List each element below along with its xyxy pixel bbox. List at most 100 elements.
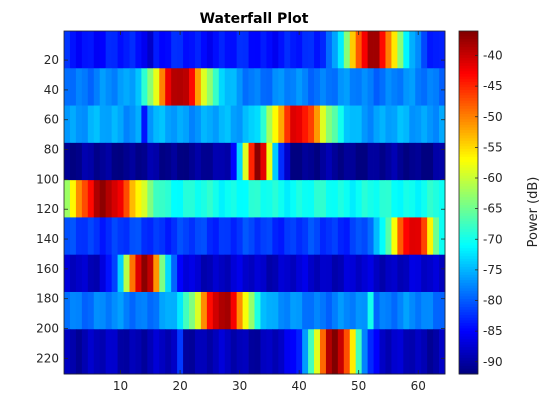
- heatmap-cell: [218, 329, 226, 375]
- heatmap-cell: [135, 31, 142, 69]
- heatmap-cell: [248, 254, 255, 293]
- heatmap-cell: [165, 31, 172, 69]
- colorbar-segment: [459, 31, 478, 35]
- heatmap-cell: [93, 105, 101, 144]
- heatmap-cell: [183, 291, 190, 330]
- heatmap-cell: [403, 291, 410, 330]
- heatmap-cell: [337, 105, 345, 144]
- colorbar-segment: [459, 248, 478, 252]
- heatmap-cell: [284, 105, 291, 144]
- colorbar-segment: [459, 41, 478, 45]
- heatmap-cell: [218, 291, 226, 330]
- colorbar-segment: [459, 288, 478, 292]
- heatmap-cell: [159, 291, 166, 330]
- colorbar-segment: [459, 164, 478, 169]
- heatmap-cell: [308, 291, 315, 330]
- heatmap-cell: [117, 217, 124, 256]
- heatmap-cell: [141, 142, 148, 181]
- heatmap-cell: [367, 142, 374, 181]
- heatmap-cell: [421, 68, 428, 106]
- heatmap-cell: [427, 180, 434, 218]
- heatmap-cell: [397, 329, 404, 375]
- heatmap-cell: [153, 291, 160, 330]
- heatmap-cell: [141, 180, 148, 218]
- colorbar-tick-label: -65: [483, 202, 503, 216]
- heatmap-cell: [266, 329, 273, 375]
- heatmap-cell: [183, 254, 190, 293]
- colorbar-segment: [459, 79, 478, 83]
- heatmap-cell: [272, 68, 279, 106]
- colorbar-segment: [459, 256, 478, 260]
- heatmap-cell: [123, 31, 130, 69]
- heatmap-cell: [99, 142, 107, 181]
- colorbar-segment: [459, 307, 478, 311]
- colorbar-segment: [459, 320, 478, 324]
- y-tick-label: 80: [44, 143, 59, 157]
- heatmap-cell: [147, 31, 154, 69]
- heatmap-cell: [415, 142, 422, 181]
- heatmap-cell: [171, 142, 178, 181]
- heatmap-cell: [218, 31, 226, 69]
- heatmap-cell: [296, 68, 303, 106]
- heatmap-cell: [266, 142, 273, 181]
- heatmap-cell: [314, 217, 321, 256]
- heatmap-cell: [349, 329, 357, 375]
- heatmap-cell: [379, 329, 386, 375]
- colorbar-segment: [459, 349, 478, 354]
- heatmap-cell: [135, 180, 142, 218]
- waterfall-band: [64, 180, 446, 218]
- heatmap-cell: [177, 217, 184, 256]
- heatmap-cell: [314, 291, 321, 330]
- heatmap-cell: [248, 142, 255, 181]
- heatmap-cell: [87, 254, 95, 293]
- heatmap-cell: [117, 68, 124, 106]
- heatmap-cell: [385, 180, 392, 218]
- heatmap-cell: [391, 329, 398, 375]
- heatmap-cell: [427, 329, 434, 375]
- colorbar-segment: [459, 277, 478, 281]
- heatmap-cell: [123, 291, 130, 330]
- heatmap-cell: [308, 105, 315, 144]
- heatmap-cell: [177, 105, 184, 144]
- heatmap-cell: [171, 329, 178, 375]
- heatmap-cell: [105, 329, 113, 375]
- colorbar-segment: [459, 84, 478, 88]
- heatmap-cell: [397, 142, 404, 181]
- heatmap-cell: [153, 142, 160, 181]
- heatmap-cell: [111, 329, 118, 375]
- heatmap-cell: [325, 217, 333, 256]
- x-tick-label: 10: [113, 379, 128, 393]
- heatmap-cell: [290, 31, 297, 69]
- heatmap-cell: [212, 142, 220, 181]
- heatmap-cell: [373, 180, 380, 218]
- heatmap-cell: [367, 254, 374, 293]
- heatmap-cell: [254, 254, 261, 293]
- colorbar-segment: [459, 119, 478, 123]
- heatmap-cell: [391, 31, 398, 69]
- heatmap-cell: [194, 142, 202, 181]
- heatmap-cell: [433, 31, 440, 69]
- colorbar-segment: [459, 272, 478, 276]
- heatmap-cell: [111, 68, 118, 106]
- heatmap-cell: [260, 329, 267, 375]
- heatmap-cell: [349, 254, 357, 293]
- heatmap-cell: [367, 291, 374, 330]
- heatmap-cell: [343, 142, 351, 181]
- heatmap-cell: [343, 254, 351, 293]
- heatmap-cell: [236, 291, 243, 330]
- heatmap-cell: [373, 142, 380, 181]
- colorbar-segment: [459, 103, 478, 107]
- heatmap-cell: [284, 142, 291, 181]
- heatmap-cell: [296, 217, 303, 256]
- heatmap-cell: [355, 105, 363, 144]
- heatmap-cell: [337, 180, 345, 218]
- heatmap-cell: [165, 291, 172, 330]
- heatmap-cell: [403, 180, 410, 218]
- heatmap-cell: [123, 180, 130, 218]
- x-tick-label: 30: [232, 379, 247, 393]
- heatmap-cell: [242, 142, 249, 181]
- heatmap-cell: [224, 142, 232, 181]
- colorbar-segment: [459, 170, 478, 174]
- heatmap-cell: [415, 31, 422, 69]
- heatmap-cell: [189, 217, 196, 256]
